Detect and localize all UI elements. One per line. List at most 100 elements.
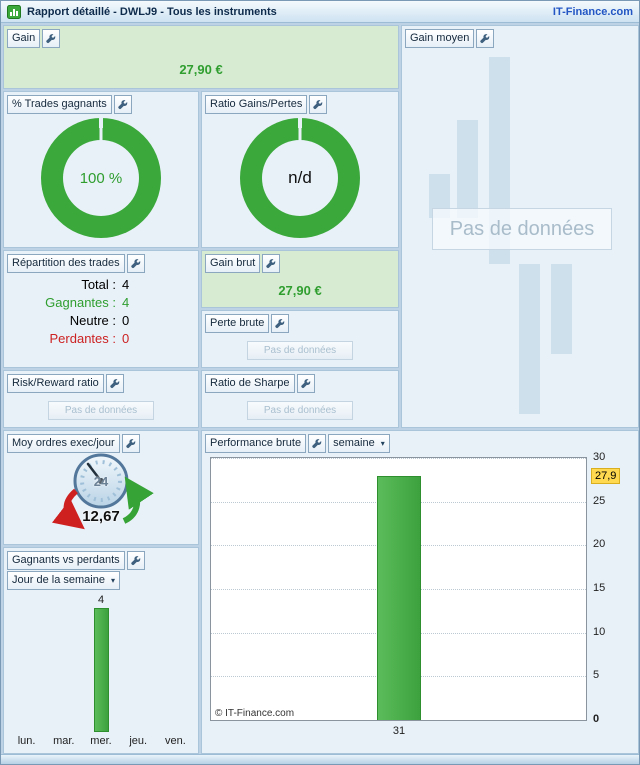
pct-trades-settings-button[interactable]	[113, 95, 132, 114]
weekday-label: mer.	[90, 735, 112, 747]
watermark-bar	[457, 120, 478, 218]
gain-brut-header: Gain brut	[205, 254, 281, 273]
weekday-label: mar.	[53, 735, 75, 747]
weekday-column: 4 mer.	[82, 592, 119, 749]
watermark-bar	[519, 264, 540, 414]
brand-link[interactable]: IT-Finance.com	[552, 5, 633, 18]
weekday-bar	[93, 608, 109, 732]
y-tick-label: 15	[593, 582, 606, 594]
moy-ordres-header: Moy ordres exec/jour	[7, 434, 140, 453]
ratio-gp-settings-button[interactable]	[309, 95, 328, 114]
gain-settings-button[interactable]	[42, 29, 61, 48]
moy-ordres-title: Moy ordres exec/jour	[7, 434, 120, 453]
chevron-down-icon: ▾	[380, 438, 385, 448]
repartition-row-label: Total :	[81, 277, 116, 292]
up-arrow-icon	[122, 476, 154, 524]
watermark-bar	[429, 174, 450, 218]
panel-ratio-sharpe: Ratio de Sharpe Pas de données	[201, 370, 399, 428]
gain-moyen-title: Gain moyen	[405, 29, 475, 48]
repartition-row: Perdantes : 0	[4, 330, 198, 348]
risk-reward-settings-button[interactable]	[105, 374, 124, 393]
ratio-gp-header: Ratio Gains/Pertes	[205, 95, 328, 114]
chevron-down-icon: ▾	[110, 575, 115, 585]
performance-title: Performance brute	[205, 434, 307, 453]
wrench-icon	[313, 100, 323, 110]
down-arrow-icon	[51, 488, 85, 530]
weekday-label: ven.	[165, 735, 186, 747]
panel-ratio-gains-pertes: Ratio Gains/Pertes n/d	[201, 91, 399, 248]
weekday-label: jeu.	[129, 735, 148, 747]
gauge-icon	[51, 453, 154, 530]
weekday-column: jeu.	[120, 592, 157, 749]
wrench-icon	[301, 379, 311, 389]
repartition-row-label: Gagnantes :	[45, 295, 116, 310]
wrench-icon	[131, 556, 141, 566]
sharpe-settings-button[interactable]	[296, 374, 315, 393]
perte-brute-header: Perte brute	[205, 314, 290, 333]
repartition-row: Total : 4	[4, 276, 198, 294]
risk-reward-title: Risk/Reward ratio	[7, 374, 104, 393]
panel-gagnants-vs-perdants: Gagnants vs perdants Jour de la semaine …	[3, 547, 199, 754]
gain-moyen-no-data: Pas de données	[432, 208, 612, 250]
weekday-column: mar.	[45, 592, 82, 749]
gain-header: Gain	[7, 29, 61, 48]
repartition-header: Répartition des trades	[7, 254, 145, 273]
wrench-icon	[46, 34, 56, 44]
weekday-bar-value: 4	[97, 594, 105, 606]
performance-header: Performance brute semaine ▾	[205, 434, 390, 453]
wrench-icon	[480, 34, 490, 44]
wrench-icon	[118, 100, 128, 110]
y-tick-label: 25	[593, 494, 606, 507]
panel-repartition: Répartition des trades Total :4 Gagnantes…	[3, 250, 199, 368]
sharpe-header: Ratio de Sharpe	[205, 374, 315, 393]
performance-plot: © IT-Finance.com	[210, 457, 587, 721]
weekday-column: lun.	[8, 592, 45, 749]
gvp-group-dropdown[interactable]: Jour de la semaine ▾	[7, 571, 120, 590]
highlight-badge: 27,9	[591, 468, 621, 485]
panel-gain: Gain 27,90 €	[3, 25, 399, 89]
risk-reward-no-data-button: Pas de données	[47, 401, 155, 420]
performance-settings-button[interactable]	[308, 434, 327, 453]
performance-period-dropdown[interactable]: semaine ▾	[328, 434, 390, 453]
sharpe-title: Ratio de Sharpe	[205, 374, 295, 393]
panel-performance-brute: Performance brute semaine ▾ © IT-Finance…	[201, 430, 639, 754]
title-bar: Rapport détaillé - DWLJ9 - Tous les inst…	[1, 1, 639, 23]
gain-moyen-header: Gain moyen	[405, 29, 495, 48]
panel-gain-brut: Gain brut 27,90 €	[201, 250, 399, 308]
wrench-icon	[126, 439, 136, 449]
weekday-label: lun.	[17, 735, 36, 747]
gain-brut-settings-button[interactable]	[262, 254, 281, 273]
ratio-gp-title: Ratio Gains/Pertes	[205, 95, 308, 114]
footer-bar	[1, 754, 639, 764]
repartition-title: Répartition des trades	[7, 254, 125, 273]
wrench-icon	[110, 379, 120, 389]
gvp-settings-button[interactable]	[126, 551, 145, 570]
y-tick-label: 5	[593, 669, 600, 682]
perte-brute-settings-button[interactable]	[271, 314, 290, 333]
gain-moyen-settings-button[interactable]	[476, 29, 495, 48]
panel-gain-moyen: Gain moyen Pas de données	[401, 25, 639, 428]
weekday-column: ven.	[157, 592, 194, 749]
gridline	[211, 458, 586, 459]
repartition-row-label: Neutre :	[69, 313, 116, 328]
perte-brute-no-data-button: Pas de données	[246, 341, 354, 360]
performance-bar	[376, 476, 421, 720]
wrench-icon	[312, 439, 322, 449]
y-tick-label: 20	[593, 538, 606, 551]
gvp-title: Gagnants vs perdants	[7, 551, 125, 570]
repartition-row-value: 4	[122, 295, 130, 310]
repartition-row: Gagnantes : 4	[4, 294, 198, 312]
moy-ordres-settings-button[interactable]	[121, 434, 140, 453]
repartition-row: Neutre : 0	[4, 312, 198, 330]
wrench-icon	[131, 259, 141, 269]
repartition-row-value: 4	[122, 277, 130, 292]
weekday-chart: lun. mar. 4 mer. jeu. ven.	[8, 592, 194, 749]
repartition-settings-button[interactable]	[126, 254, 145, 273]
panel-pct-trades-gagnants: % Trades gagnants 100 %	[3, 91, 199, 248]
pct-trades-value: 100 %	[79, 169, 123, 187]
repartition-rows: Total : 4 Gagnantes : 4 Neutre :0 Perdantes :…	[4, 276, 198, 348]
gain-value: 27,90 €	[179, 62, 223, 77]
moy-ordres-value: 12,67	[82, 508, 120, 525]
ratio-gp-value: n/d	[288, 168, 312, 187]
